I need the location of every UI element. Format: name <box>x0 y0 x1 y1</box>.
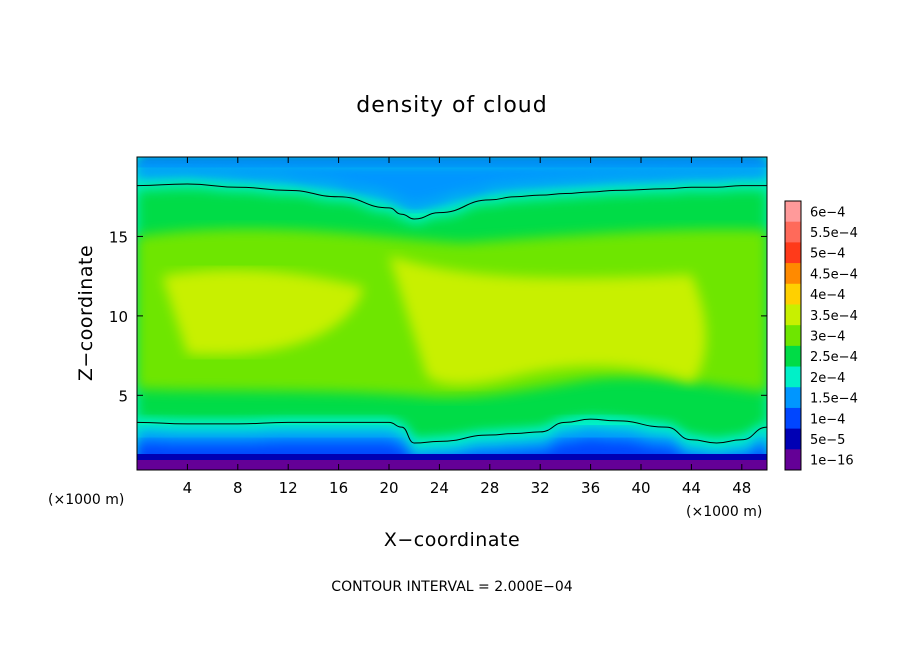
colorbar-swatch <box>785 221 801 243</box>
x-tick-label: 48 <box>732 479 751 497</box>
colorbar-swatch <box>785 325 801 347</box>
colorbar-label: 4e−4 <box>810 288 845 303</box>
bottom-band-purple <box>137 460 767 470</box>
colorbar-swatch <box>785 366 801 388</box>
x-tick-label: 36 <box>581 479 600 497</box>
x-tick-label: 20 <box>379 479 398 497</box>
colorbar-label: 1e−4 <box>810 412 845 427</box>
colorbar-label: 3.5e−4 <box>810 309 858 324</box>
x-tick-label: 24 <box>430 479 449 497</box>
colorbar-swatch <box>785 449 801 471</box>
colorbar-label: 2e−4 <box>810 371 845 386</box>
colorbar-swatch <box>785 407 801 430</box>
x-axis-unit-left: (×1000 m) <box>48 492 124 508</box>
colorbar-swatch <box>785 283 801 305</box>
x-tick-label: 16 <box>329 479 348 497</box>
colorbar-label: 5e−5 <box>810 433 845 448</box>
x-tick-label: 12 <box>279 479 298 497</box>
left-core <box>162 269 364 355</box>
colorbar-swatch <box>785 387 801 409</box>
x-tick-label: 32 <box>531 479 550 497</box>
y-tick-label: 5 <box>118 387 128 405</box>
yellow-green-core <box>389 255 706 385</box>
colorbar-label: 2.5e−4 <box>810 350 858 365</box>
colorbar-label: 3e−4 <box>810 330 845 345</box>
colorbar-label: 1.5e−4 <box>810 392 858 407</box>
x-tick-label: 8 <box>233 479 243 497</box>
upper-contour-line <box>137 183 767 220</box>
x-tick-label: 28 <box>480 479 499 497</box>
y-tick-label: 10 <box>109 308 128 326</box>
colorbar: 6e−4 5.5e−4 5e−4 4.5e−4 4e−4 3.5e−4 3e−4 2.5e−4… <box>784 200 858 471</box>
x-tick-label: 44 <box>682 479 701 497</box>
contour-interval-footer: CONTOUR INTERVAL = 2.000E−04 <box>331 579 572 595</box>
x-tick-label: 4 <box>183 479 193 497</box>
colorbar-swatch <box>785 201 801 223</box>
plot-frame <box>136 156 768 471</box>
colorbar-label: 1e−16 <box>810 454 854 469</box>
colorbar-swatch <box>785 263 801 285</box>
y-axis-label: Z−coordinate <box>75 245 97 381</box>
x-axis-label: X−coordinate <box>384 529 520 551</box>
lower-contour-line <box>137 418 767 444</box>
colorbar-frame <box>784 200 802 471</box>
colorbar-swatch <box>785 345 801 368</box>
y-axis-ticks: 5 10 15 <box>109 228 767 405</box>
x-tick-label: 40 <box>631 479 650 497</box>
density-field <box>137 157 767 470</box>
colorbar-swatch <box>785 242 801 264</box>
top-band-fill <box>137 163 767 207</box>
colorbar-swatch <box>785 304 801 326</box>
colorbar-label: 5.5e−4 <box>810 226 858 241</box>
x-axis-unit-right: (×1000 m) <box>686 504 762 520</box>
y-tick-label: 15 <box>109 228 128 246</box>
chart-title: density of cloud <box>356 93 547 118</box>
colorbar-label: 5e−4 <box>810 247 845 262</box>
colorbar-label: 6e−4 <box>810 205 845 220</box>
colorbar-swatch <box>785 428 801 450</box>
colorbar-label: 4.5e−4 <box>810 267 858 282</box>
x-axis-ticks: 4 8 12 16 20 24 28 32 36 40 44 48 <box>183 157 751 497</box>
